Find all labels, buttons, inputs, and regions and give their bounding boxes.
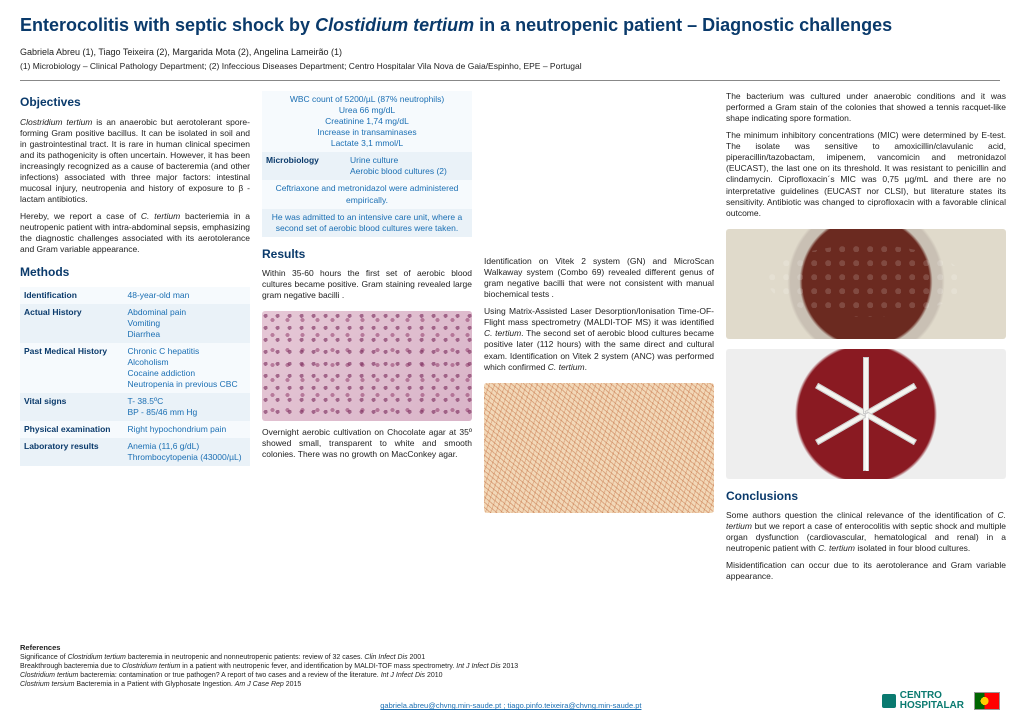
portugal-flag-icon xyxy=(974,692,1000,710)
cell-key: Vital signs xyxy=(20,393,124,421)
conclusions-p1: Some authors question the clinical relev… xyxy=(726,510,1006,554)
hospital-logo: CENTROHOSPITALAR xyxy=(882,691,964,711)
logo-text: HOSPITALAR xyxy=(900,700,964,711)
table-row: Ceftriaxone and metronidazol were admini… xyxy=(262,180,472,208)
cell-val: Chronic C hepatitis Alcoholism Cocaine a… xyxy=(124,343,251,393)
text: Using Matrix-Assisted Laser Desorption/I… xyxy=(484,306,714,327)
table-row: Identification48-year-old man xyxy=(20,287,250,304)
figure-gram-stain-2 xyxy=(484,383,714,513)
cell: WBC count of 5200/µL (87% neutrophils) U… xyxy=(262,91,472,152)
heading-objectives: Objectives xyxy=(20,95,250,111)
poster-title: Enterocolitis with septic shock by Clost… xyxy=(20,14,1000,37)
objectives-p2: Hereby, we report a case of C. tertium b… xyxy=(20,211,250,255)
table-row: Physical examinationRight hypochondrium … xyxy=(20,421,250,438)
footer: gabriela.abreu@chvng.min-saude.pt ; tiag… xyxy=(20,691,1000,711)
table-row: Actual HistoryAbdominal pain Vomiting Di… xyxy=(20,304,250,343)
etest-strip xyxy=(863,356,869,413)
etest-strip xyxy=(865,382,918,416)
cell-key: Physical examination xyxy=(20,421,124,438)
cell-key: Past Medical History xyxy=(20,343,124,393)
heading-conclusions: Conclusions xyxy=(726,489,1006,505)
divider xyxy=(20,80,1000,81)
etest-strip xyxy=(863,414,869,471)
references-heading: References xyxy=(20,643,1000,653)
cell-key: Identification xyxy=(20,287,124,304)
results-p1: Within 35-60 hours the first set of aero… xyxy=(262,268,472,301)
etest-strip xyxy=(815,382,868,416)
table-row: Vital signsT- 38.5ºC BP - 85/46 mm Hg xyxy=(20,393,250,421)
heading-methods: Methods xyxy=(20,265,250,281)
reference-line: Clostrium tersium Bacteremia in a Patien… xyxy=(20,680,1000,689)
affiliations-line: (1) Microbiology – Clinical Pathology De… xyxy=(20,61,1000,72)
col4-p1: The bacterium was cultured under anaerob… xyxy=(726,91,1006,124)
figure-choc-agar xyxy=(726,229,1006,339)
conclusions-p2: Misidentification can occur due to its a… xyxy=(726,560,1006,582)
heading-results: Results xyxy=(262,247,472,263)
organism-name: Clostridium tertium xyxy=(20,117,92,127)
table-row: He was admitted to an intensive care uni… xyxy=(262,209,472,237)
results-p3: Identification on Vitek 2 system (GN) an… xyxy=(484,256,714,300)
cell-val: 48-year-old man xyxy=(124,287,251,304)
results-p2: Overnight aerobic cultivation on Chocola… xyxy=(262,427,472,460)
text: isolated in four blood cultures. xyxy=(855,543,970,553)
title-post: in a neutropenic patient – Diagnostic ch… xyxy=(474,15,892,35)
lab-table: WBC count of 5200/µL (87% neutrophils) U… xyxy=(262,91,472,237)
text: is an anaerobic but aerotolerant spore-f… xyxy=(20,117,250,204)
col4-p2: The minimum inhibitory concentrations (M… xyxy=(726,130,1006,218)
organism-name: C. tertium xyxy=(484,328,521,338)
organism-name: C. tertium xyxy=(818,543,855,553)
logo-icon xyxy=(882,694,896,708)
reference-line: Clostridium tertium bacteremia: contamin… xyxy=(20,671,1000,680)
figure-gram-stain xyxy=(262,311,472,421)
cell-key: Actual History xyxy=(20,304,124,343)
text: Hereby, we report a case of xyxy=(20,211,141,221)
etest-strip xyxy=(865,411,918,445)
figure-etest-plate xyxy=(726,349,1006,479)
contact-emails[interactable]: gabriela.abreu@chvng.min-saude.pt ; tiag… xyxy=(140,701,882,711)
cell-val: Anemia (11,6 g/dL) Thrombocytopenia (430… xyxy=(124,438,251,466)
table-row: WBC count of 5200/µL (87% neutrophils) U… xyxy=(262,91,472,152)
text: . xyxy=(585,362,587,372)
table-row: Laboratory resultsAnemia (11,6 g/dL) Thr… xyxy=(20,438,250,466)
etest-strip xyxy=(815,411,868,445)
cell: Ceftriaxone and metronidazol were admini… xyxy=(262,180,472,208)
table-row: MicrobiologyUrine culture Aerobic blood … xyxy=(262,152,472,180)
cell-val: Abdominal pain Vomiting Diarrhea xyxy=(124,304,251,343)
table-row: Past Medical HistoryChronic C hepatitis … xyxy=(20,343,250,393)
organism-name: C. tertium xyxy=(548,362,585,372)
cell-val: Urine culture Aerobic blood cultures (2) xyxy=(346,152,472,180)
cell-key: Laboratory results xyxy=(20,438,124,466)
cell: He was admitted to an intensive care uni… xyxy=(262,209,472,237)
patient-table: Identification48-year-old man Actual His… xyxy=(20,287,250,467)
authors-line: Gabriela Abreu (1), Tiago Teixeira (2), … xyxy=(20,47,1000,59)
cell-key: Microbiology xyxy=(262,152,346,180)
references-block: References Significance of Clostridium t… xyxy=(20,643,1000,689)
title-organism: Clostidium tertium xyxy=(315,15,474,35)
reference-line: Breakthrough bacteremia due to Clostridi… xyxy=(20,662,1000,671)
text: Some authors question the clinical relev… xyxy=(726,510,998,520)
objectives-p1: Clostridium tertium is an anaerobic but … xyxy=(20,117,250,205)
results-p4: Using Matrix-Assisted Laser Desorption/I… xyxy=(484,306,714,372)
title-pre: Enterocolitis with septic shock by xyxy=(20,15,315,35)
organism-name: C. tertium xyxy=(141,211,180,221)
cell-val: Right hypochondrium pain xyxy=(124,421,251,438)
reference-line: Significance of Clostridium tertium bact… xyxy=(20,653,1000,662)
cell-val: T- 38.5ºC BP - 85/46 mm Hg xyxy=(124,393,251,421)
